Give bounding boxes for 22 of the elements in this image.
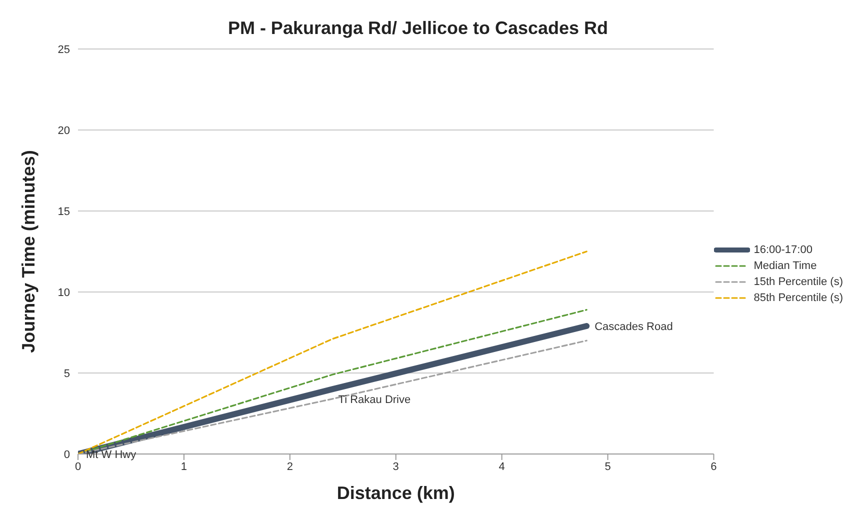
legend-label: 16:00-17:00: [754, 244, 812, 256]
legend-label: 15th Percentile (s): [754, 276, 843, 288]
y-tick-label: 0: [64, 448, 70, 461]
legend-label: 85th Percentile (s): [754, 292, 843, 304]
y-tick-label: 15: [58, 206, 70, 218]
annotation: Ti Rakau Drive: [338, 394, 411, 406]
x-tick-label: 1: [180, 460, 188, 473]
annotation: Cascades Road: [594, 320, 673, 333]
x-axis-title: Distance (km): [336, 483, 455, 503]
y-tick-label: 20: [58, 124, 70, 137]
chart-title: PM - Pakuranga Rd/ Jellicoe to Cascades Rd: [226, 17, 610, 39]
y-tick-label: 10: [58, 286, 70, 299]
legend-label: Median Time: [754, 260, 817, 272]
y-axis-title: Journey Time (minutes): [18, 150, 38, 353]
x-tick-label: 6: [710, 460, 717, 473]
y-tick-label: 25: [58, 44, 70, 56]
y-tick-label: 5: [64, 368, 70, 380]
x-tick-label: 2: [286, 460, 293, 473]
x-tick-label: 0: [74, 460, 82, 473]
x-tick-label: 3: [392, 460, 399, 473]
x-tick-label: 5: [604, 460, 611, 473]
x-tick-label: 4: [498, 460, 505, 473]
